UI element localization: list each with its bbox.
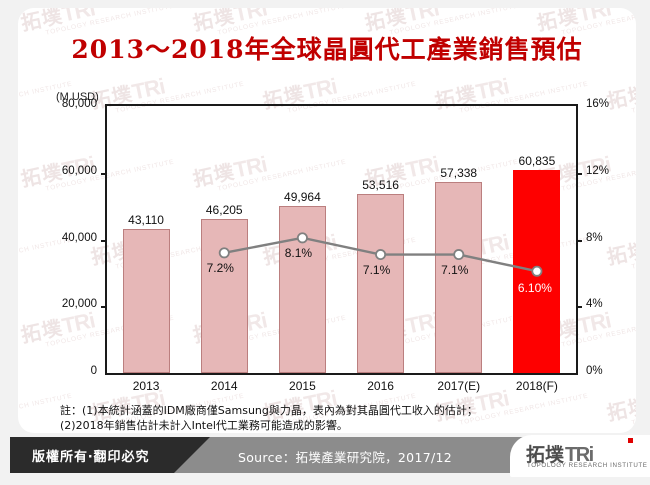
growth-rate-label: 8.1% xyxy=(284,245,313,260)
page-title: 2013～2018年全球晶圓代工產業銷售預估 xyxy=(71,35,583,64)
chart-plot-area: 0 20,000 40,000 60,000 80,000 0% 4% 8% 12% 16% 43,… xyxy=(62,98,609,393)
y-axis-tick xyxy=(101,306,107,309)
x-axis-label: 2018(F) xyxy=(515,379,558,393)
bar-value-label: 46,205 xyxy=(205,202,243,217)
x-axis-label: 2016 xyxy=(367,379,394,393)
logo-wordmark: 拓墣 TRi xyxy=(526,440,594,467)
line-marker xyxy=(453,249,465,261)
bar-value-label: 60,835 xyxy=(518,153,556,168)
bar: 57,338 xyxy=(435,166,483,373)
logo-latin-text: TRi xyxy=(565,444,594,466)
line-marker xyxy=(375,249,387,261)
bar: 43,110 xyxy=(122,213,170,373)
line-marker xyxy=(296,232,308,244)
bar-value-label: 43,110 xyxy=(128,213,164,228)
growth-rate-label: 7.1% xyxy=(362,262,391,277)
x-axis-label: 2014 xyxy=(210,379,238,393)
y-axis-label: 60,000 xyxy=(61,164,97,177)
y-axis-tick xyxy=(101,239,107,242)
y2-axis-label: 0% xyxy=(586,365,603,377)
growth-rate-label: 7.1% xyxy=(441,262,469,277)
y-axis-label: 80,000 xyxy=(61,98,97,110)
logo-subtitle: TOPOLOGY RESEARCH INSTITUTE xyxy=(527,462,648,469)
y2-axis-label: 4% xyxy=(586,298,603,311)
bar-value-label: 49,964 xyxy=(284,190,321,205)
bar: 53,516 xyxy=(357,178,405,373)
bar-value-label: 53,516 xyxy=(362,178,399,193)
y2-axis-tick xyxy=(576,239,582,242)
bar: 60,835 xyxy=(513,154,561,373)
growth-rate-label: 6.10% xyxy=(517,281,552,296)
y2-axis-label: 12% xyxy=(586,164,610,177)
content-card: 拓墣TRi TOPOLOGY RESEARCH INSTITUTE 拓墣TRi TOP… xyxy=(18,8,636,433)
copyright-text: 版權所有‧翻印必究 xyxy=(32,450,150,465)
x-axis-label: 2017(E) xyxy=(437,379,481,393)
y-axis-unit-label: (M USD) xyxy=(56,91,99,103)
y2-axis-tick xyxy=(576,172,582,175)
logo-red-dot xyxy=(628,438,633,443)
y-axis-label: 40,000 xyxy=(61,231,97,244)
y-axis-label: 20,000 xyxy=(61,298,97,311)
footer-copyright-band: 版權所有‧翻印必究 xyxy=(10,437,210,473)
x-axis-label: 2013 xyxy=(132,379,160,393)
footer-bar: 版權所有‧翻印必究 Source：拓墣產業研究院，2017/12 拓墣 TRi … xyxy=(0,435,650,477)
line-marker xyxy=(218,247,230,259)
footnote-line-1: 註：(1)本統計涵蓋的IDM廠商僅Samsung與力晶，表內為對其晶圓代工收入的… xyxy=(60,404,478,417)
source-text: Source：拓墣產業研究院，2017/12 xyxy=(238,450,452,465)
y2-axis-label: 16% xyxy=(586,98,610,110)
bar-value-label: 57,338 xyxy=(440,165,478,180)
footnote: 註：(1)本統計涵蓋的IDM廠商僅Samsung與力晶，表內為對其晶圓代工收入的… xyxy=(60,403,620,433)
y2-axis-label: 8% xyxy=(586,231,603,244)
y2-axis-tick xyxy=(576,306,582,309)
growth-rate-line xyxy=(218,232,543,277)
tri-logo: 拓墣 TRi TOPOLOGY RESEARCH INSTITUTE xyxy=(510,435,650,477)
footnote-line-2: (2)2018年銷售估計未計入Intel代工業務可能造成的影響。 xyxy=(60,419,348,432)
y-axis-tick xyxy=(101,172,107,175)
line-marker xyxy=(531,265,543,277)
bar: 46,205 xyxy=(200,203,248,373)
y-axis-label: 0 xyxy=(90,365,97,377)
chart-inner: 0 20,000 40,000 60,000 80,000 0% 4% 8% 12% 16% 43,… xyxy=(62,98,609,393)
logo-cjk-text: 拓墣 xyxy=(526,444,565,466)
growth-rate-label: 7.2% xyxy=(206,260,234,275)
x-axis-label: 2015 xyxy=(289,379,316,393)
